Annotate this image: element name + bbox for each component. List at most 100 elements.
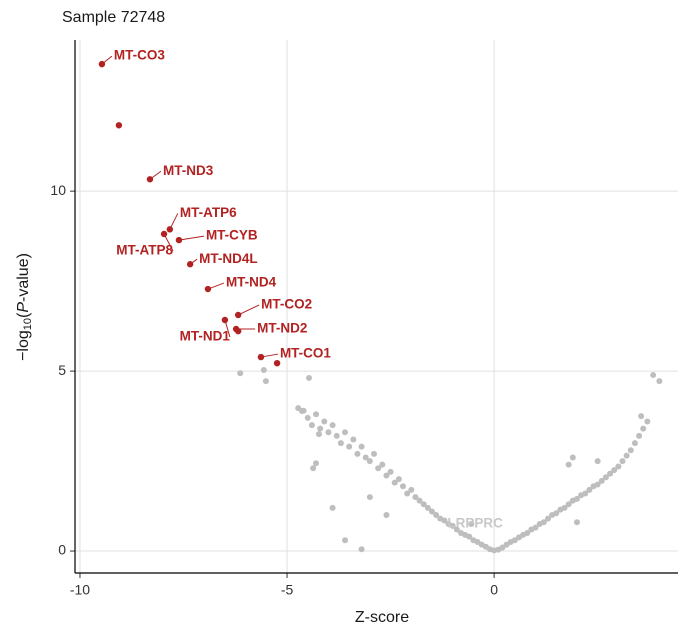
point — [342, 429, 349, 436]
leader-line — [149, 170, 162, 180]
leader-line — [178, 235, 205, 241]
point — [337, 440, 344, 447]
point — [433, 512, 440, 519]
point — [383, 472, 390, 479]
leader-line — [101, 55, 113, 65]
point — [408, 486, 415, 493]
point — [350, 436, 357, 443]
point — [313, 411, 320, 418]
point-label: MT-ND4L — [199, 251, 258, 266]
point — [561, 504, 568, 511]
point — [358, 546, 365, 553]
point — [565, 501, 572, 508]
point — [416, 497, 423, 504]
point — [308, 422, 315, 429]
point — [611, 467, 618, 474]
point-label: MT-ND2 — [257, 321, 307, 336]
point — [310, 465, 317, 472]
point — [329, 422, 336, 429]
point — [594, 481, 601, 488]
point-label: MT-ND1 — [180, 329, 231, 344]
point — [395, 476, 402, 483]
y-axis-label: −log10(P-value) — [15, 253, 34, 361]
point — [305, 374, 312, 381]
y-tick-label: 5 — [58, 362, 66, 378]
point — [656, 378, 663, 385]
point — [453, 526, 460, 533]
point — [441, 517, 448, 524]
point — [404, 490, 411, 497]
point — [366, 494, 373, 501]
point — [387, 468, 394, 475]
point-label: MT-ATP6 — [180, 205, 237, 220]
leader-line — [189, 258, 198, 265]
point — [602, 474, 609, 481]
point — [569, 454, 576, 461]
y-label-part: ( — [15, 312, 32, 318]
point — [400, 483, 407, 490]
point — [298, 408, 305, 415]
point — [371, 450, 378, 457]
point — [640, 425, 647, 432]
point — [115, 122, 123, 129]
point — [362, 454, 369, 461]
point — [553, 510, 560, 517]
x-tick-label: 0 — [490, 582, 498, 598]
point — [594, 458, 601, 465]
point — [636, 432, 643, 439]
point — [468, 521, 475, 528]
point — [262, 378, 269, 385]
point — [237, 370, 244, 377]
point — [524, 530, 531, 537]
point — [627, 447, 634, 454]
point — [638, 413, 645, 420]
point — [631, 440, 638, 447]
leader-line — [260, 353, 279, 358]
y-tick-label: 10 — [50, 182, 66, 198]
point — [420, 501, 427, 508]
point — [366, 458, 373, 465]
point — [354, 450, 361, 457]
point — [565, 461, 572, 468]
point — [391, 479, 398, 486]
y-label-part: -value) — [15, 253, 32, 302]
point — [650, 372, 657, 379]
point — [615, 463, 622, 470]
point — [573, 495, 580, 502]
point-label: MT-CO3 — [114, 48, 165, 63]
point — [412, 494, 419, 501]
point — [342, 537, 349, 544]
point — [466, 533, 473, 540]
y-tick-label: 0 — [58, 542, 66, 558]
point-label: MT-ATP8 — [116, 243, 173, 258]
point — [221, 316, 229, 324]
point — [273, 359, 281, 367]
point — [424, 504, 431, 511]
point — [544, 515, 551, 522]
point — [317, 425, 324, 432]
point-label: MT-ND3 — [163, 163, 214, 178]
point — [321, 418, 328, 425]
point — [260, 367, 267, 374]
point-label: MT-CYB — [206, 228, 258, 243]
point — [607, 470, 614, 477]
point — [313, 460, 320, 467]
point — [532, 524, 539, 531]
point — [234, 327, 242, 335]
point-label: LRPPRC — [447, 516, 503, 531]
leader-line — [163, 233, 174, 252]
y-label-part: P — [15, 302, 32, 313]
point — [379, 461, 386, 468]
point — [315, 431, 322, 438]
point — [375, 465, 382, 472]
point — [329, 504, 336, 511]
point — [540, 519, 547, 526]
leader-line — [169, 213, 179, 230]
point — [358, 443, 365, 450]
y-label-part: 10 — [22, 318, 34, 330]
point — [257, 353, 265, 361]
point — [333, 432, 340, 439]
point — [325, 429, 332, 436]
x-tick-label: -10 — [70, 582, 90, 598]
